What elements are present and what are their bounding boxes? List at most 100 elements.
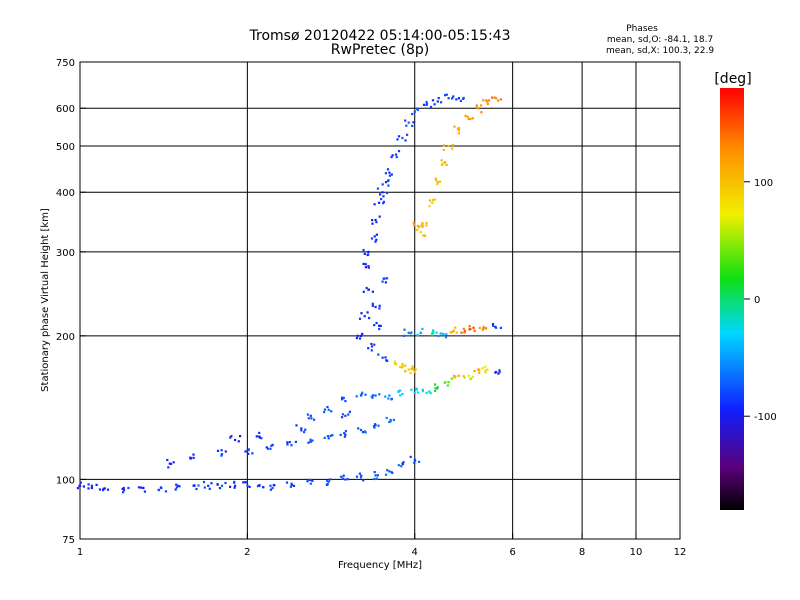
data-point (344, 414, 347, 417)
data-point (106, 488, 110, 491)
data-point (482, 99, 485, 102)
data-point (416, 334, 419, 337)
data-point (329, 434, 332, 437)
data-point (127, 486, 130, 490)
data-point (453, 374, 456, 378)
data-point (416, 228, 419, 231)
data-point (482, 327, 485, 330)
data-point (421, 388, 424, 391)
data-point (310, 417, 313, 420)
data-point (216, 449, 220, 452)
data-point (342, 474, 345, 477)
data-point (494, 325, 497, 328)
data-point (326, 405, 329, 409)
data-point (373, 324, 376, 327)
data-point (475, 104, 478, 107)
data-point (416, 391, 419, 394)
data-point (371, 304, 374, 307)
data-point (381, 280, 384, 283)
data-point (220, 453, 224, 456)
data-point (468, 325, 471, 328)
data-point (386, 168, 390, 171)
data-point (463, 376, 466, 379)
colorbar-ticks: 100 0 -100 (744, 178, 777, 423)
data-point (218, 487, 222, 490)
data-point (421, 225, 424, 228)
x-tick-label: 2 (244, 547, 250, 558)
data-point (405, 124, 408, 127)
data-point (390, 156, 393, 159)
data-point (484, 365, 487, 368)
data-point (385, 277, 389, 280)
data-point (425, 103, 428, 106)
data-point (220, 454, 223, 457)
data-point (471, 117, 474, 120)
data-point (493, 96, 496, 99)
data-point (478, 326, 481, 330)
data-point (434, 389, 437, 392)
data-point (326, 483, 329, 486)
data-point (459, 99, 462, 102)
data-point (326, 435, 329, 438)
data-point (445, 93, 448, 96)
data-point (374, 394, 377, 397)
data-point (436, 182, 439, 186)
data-point (373, 471, 376, 474)
data-point (460, 331, 463, 334)
data-point (391, 471, 394, 475)
data-point (386, 191, 389, 195)
data-point (376, 187, 379, 190)
data-point (487, 99, 491, 102)
data-point (387, 184, 390, 187)
data-point (495, 97, 498, 100)
data-point (265, 446, 268, 449)
data-point (418, 225, 421, 228)
data-point (371, 222, 374, 225)
data-point (216, 483, 219, 486)
data-point (90, 484, 93, 487)
data-point (436, 386, 439, 389)
data-point (362, 248, 365, 252)
data-point (309, 482, 312, 485)
data-point (374, 423, 377, 426)
data-point (246, 449, 249, 452)
data-point (340, 475, 343, 478)
chart-subtitle: RwPretec (8p) (331, 42, 429, 58)
data-point (178, 485, 181, 488)
data-point (447, 145, 450, 148)
data-point (382, 200, 385, 203)
data-point (362, 290, 365, 293)
data-point (271, 487, 274, 490)
x-tick-label: 6 (509, 547, 515, 558)
data-point (290, 483, 294, 486)
colorbar-label: [deg] (714, 71, 751, 87)
data-point (445, 163, 448, 166)
data-point (341, 477, 344, 480)
data-point (428, 205, 431, 208)
data-point (368, 316, 371, 320)
data-point (360, 474, 363, 477)
data-point (326, 479, 329, 482)
data-point (397, 464, 400, 467)
data-point (449, 331, 452, 334)
data-point (434, 198, 437, 201)
data-point (355, 395, 358, 398)
data-point (388, 174, 391, 177)
data-point (414, 368, 417, 371)
data-point (220, 449, 223, 452)
data-point (380, 198, 383, 201)
data-point (498, 371, 501, 374)
data-point (407, 331, 410, 334)
data-point (473, 329, 476, 332)
data-point (486, 102, 489, 106)
data-point (340, 398, 344, 401)
data-point (375, 238, 378, 241)
data-point (166, 458, 169, 462)
data-point (384, 395, 387, 398)
colorbar: [deg] 100 0 -100 (714, 71, 777, 510)
data-point (384, 281, 387, 284)
data-point (428, 199, 432, 202)
data-point (411, 365, 414, 368)
data-point (484, 371, 487, 374)
data-point (344, 478, 347, 481)
